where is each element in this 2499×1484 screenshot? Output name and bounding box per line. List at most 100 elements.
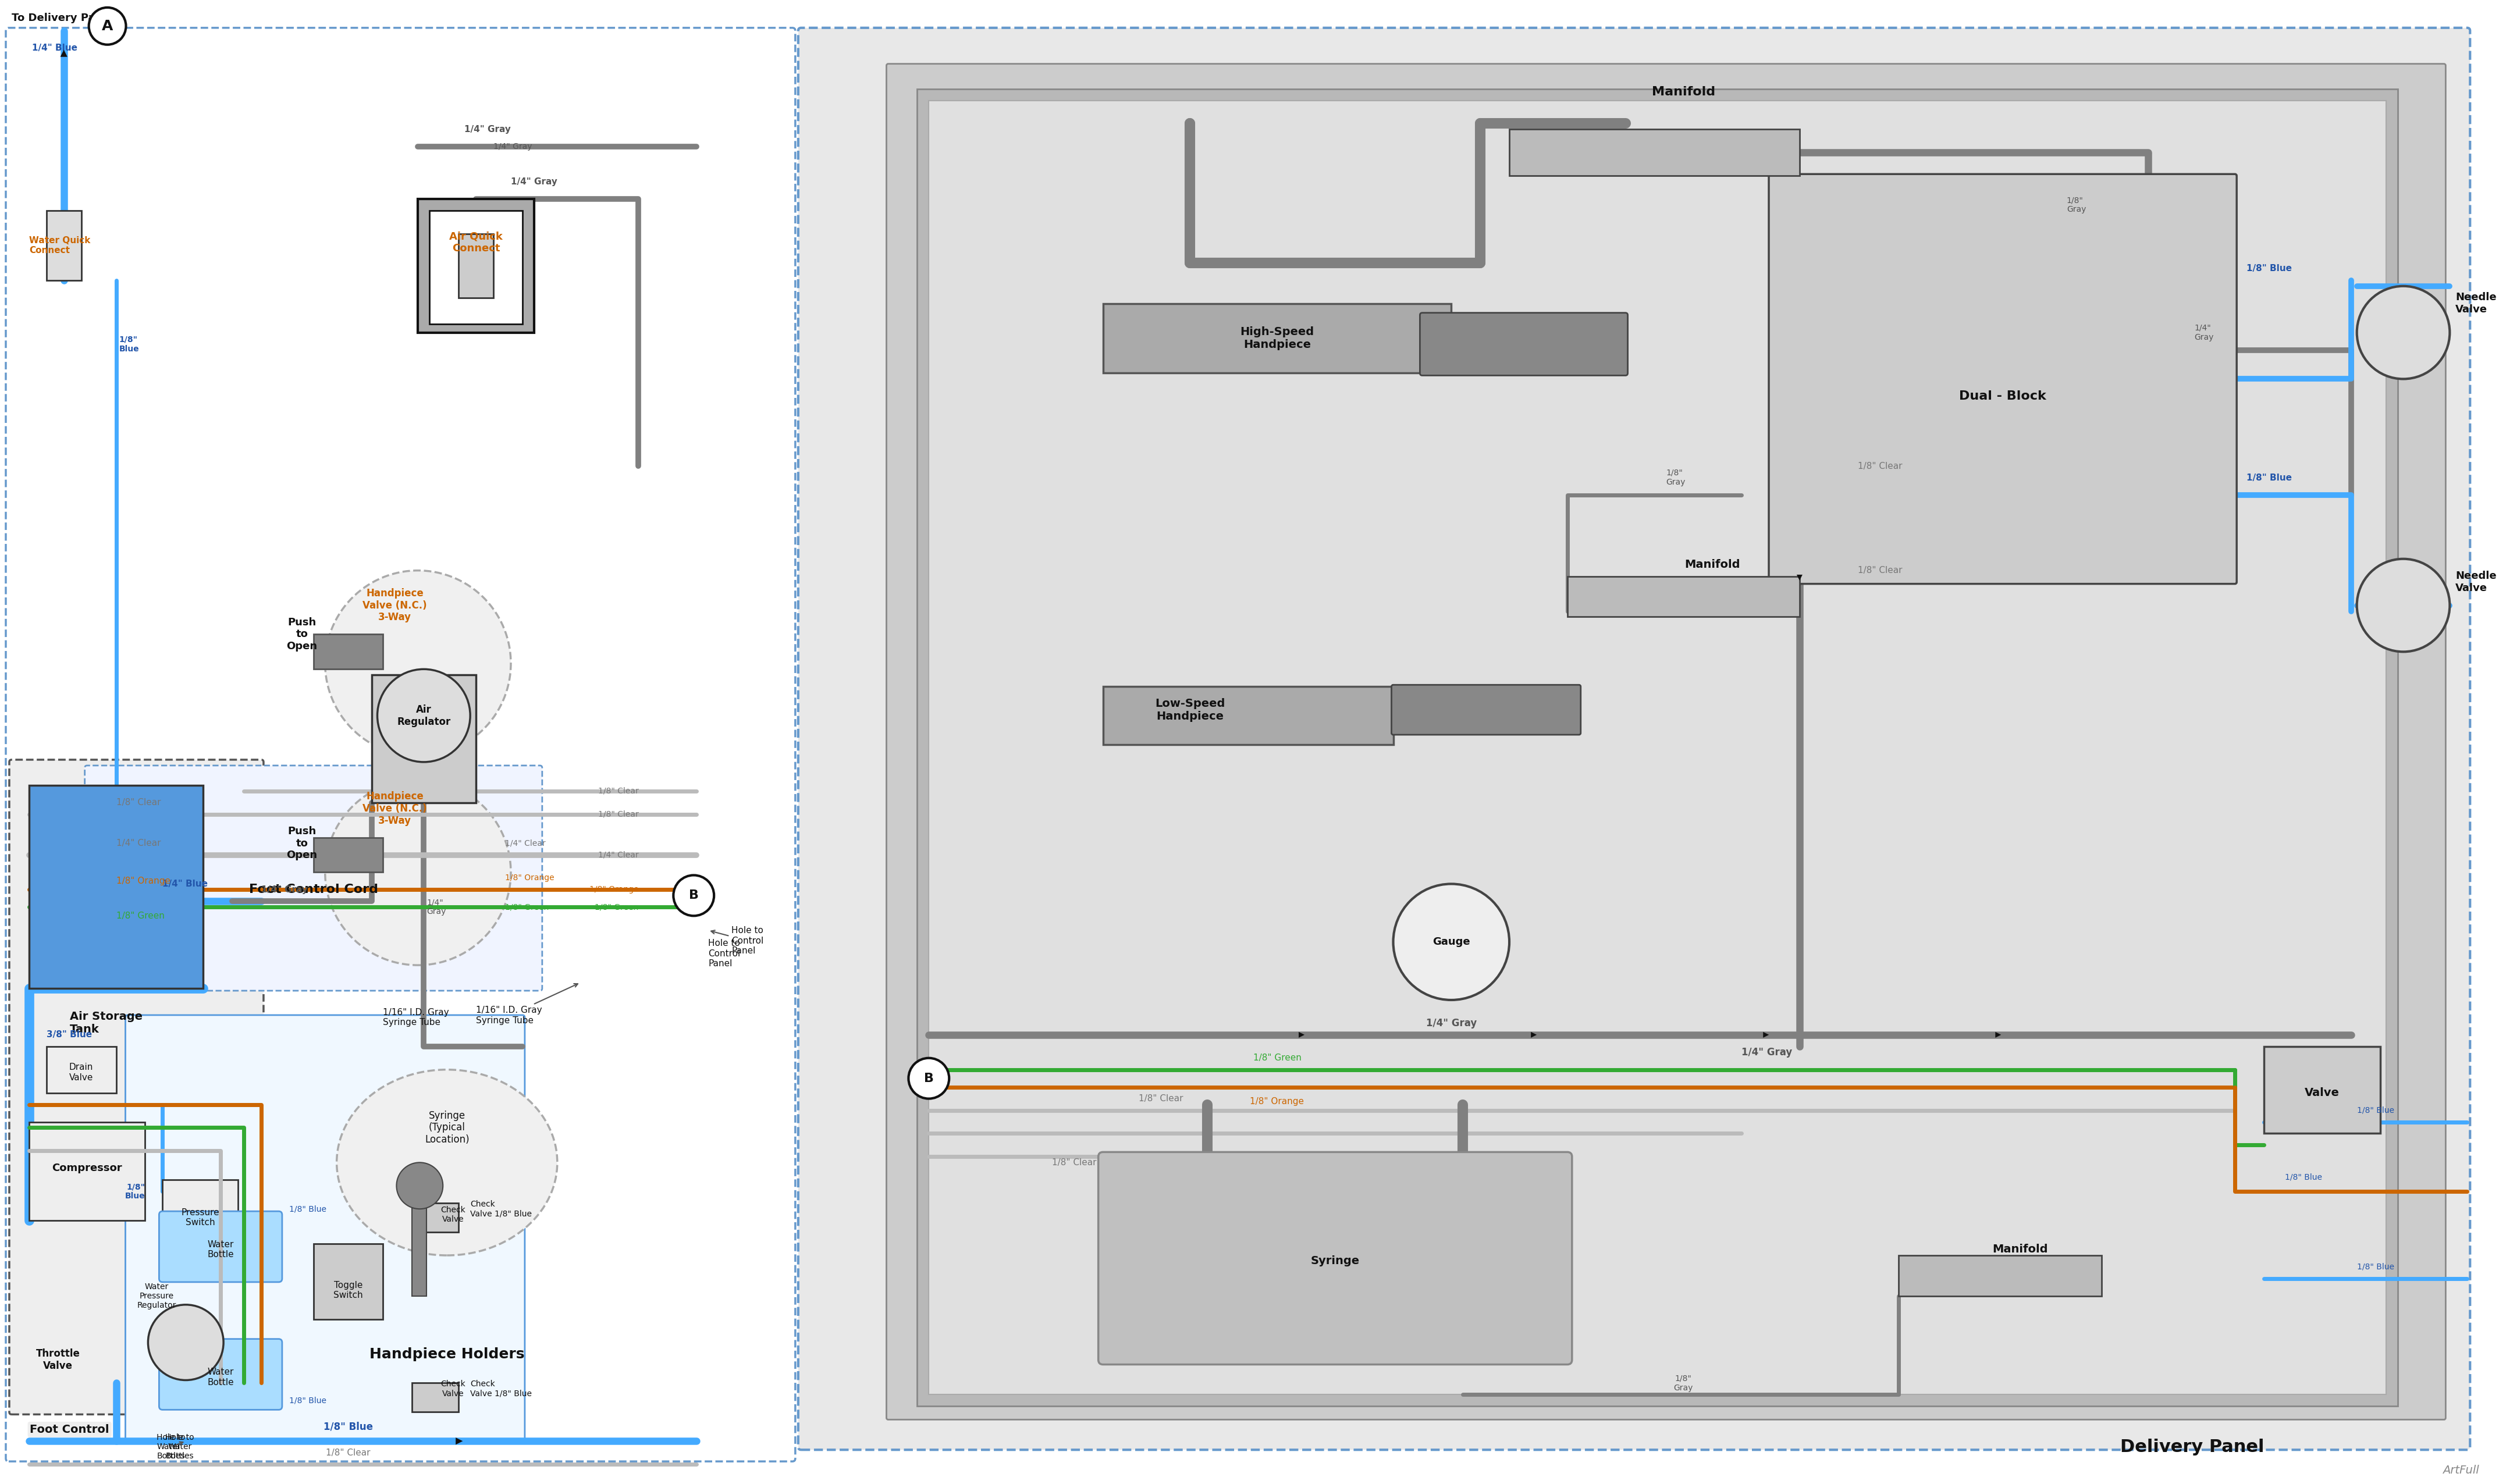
Text: B: B (690, 890, 700, 901)
Text: Check
Valve 1/8" Blue: Check Valve 1/8" Blue (470, 1201, 532, 1218)
Bar (47, 1046, 115, 1092)
Bar (1899, 1255, 2102, 1296)
Text: 1/8" Blue: 1/8" Blue (322, 1422, 372, 1432)
Text: 1/4" Gray: 1/4" Gray (1742, 1048, 1792, 1058)
Text: 1/8"
Gray: 1/8" Gray (1674, 1374, 1694, 1392)
Bar (430, 211, 522, 324)
Text: Hole to
Control
Panel: Hole to Control Panel (712, 926, 765, 956)
Text: 1/4" Clear: 1/4" Clear (505, 840, 545, 847)
Text: 1/8" Clear: 1/8" Clear (1140, 1094, 1182, 1103)
FancyBboxPatch shape (797, 28, 2469, 1450)
Text: Air
Regulator: Air Regulator (397, 705, 450, 727)
Text: 1/8"
Blue: 1/8" Blue (125, 1183, 145, 1201)
Text: Delivery Panel: Delivery Panel (2119, 1438, 2264, 1456)
Text: Manifold: Manifold (1992, 1244, 2049, 1255)
Bar (312, 1244, 382, 1319)
Text: 1/4" Clear: 1/4" Clear (597, 850, 640, 859)
FancyBboxPatch shape (125, 1015, 525, 1444)
Text: 1/4" Blue: 1/4" Blue (162, 880, 207, 889)
FancyBboxPatch shape (887, 64, 2447, 1420)
Text: Water
Bottle: Water Bottle (207, 1368, 235, 1386)
Text: Needle
Valve: Needle Valve (2457, 571, 2497, 594)
Text: 1/8" Green: 1/8" Green (1252, 1054, 1302, 1063)
Text: 1/8" Blue: 1/8" Blue (2357, 1106, 2394, 1114)
Text: 1/8" Clear: 1/8" Clear (1857, 565, 1902, 574)
Text: 1/8" Green: 1/8" Green (115, 911, 165, 920)
Text: 1/8" Clear: 1/8" Clear (1857, 462, 1902, 470)
Text: 1/8" Blue: 1/8" Blue (2247, 264, 2292, 273)
Text: Check
Valve: Check Valve (440, 1380, 465, 1398)
Bar (1102, 304, 1452, 372)
Text: 1/4" Gray: 1/4" Gray (465, 125, 510, 134)
Text: 1/8" Clear: 1/8" Clear (115, 798, 160, 807)
Bar (1509, 129, 1799, 175)
Text: 3/8" Blue: 3/8" Blue (47, 1030, 92, 1039)
Bar (930, 101, 2387, 1395)
Text: Gauge: Gauge (1432, 936, 1469, 947)
Text: Water Quick
Connect: Water Quick Connect (30, 236, 90, 255)
FancyBboxPatch shape (1769, 174, 2237, 583)
Bar (162, 1180, 237, 1238)
FancyBboxPatch shape (1392, 684, 1582, 735)
Text: High-Speed
Handpiece: High-Speed Handpiece (1240, 326, 1314, 350)
Circle shape (672, 876, 715, 916)
Circle shape (147, 1304, 222, 1380)
Text: 1/8" Blue: 1/8" Blue (2357, 1263, 2394, 1270)
Text: 1/16" I.D. Gray
Syringe Tube: 1/16" I.D. Gray Syringe Tube (475, 984, 577, 1025)
Text: 1/8" Clear: 1/8" Clear (597, 810, 640, 818)
Bar (312, 837, 382, 873)
Bar (417, 199, 535, 332)
Text: ArtFull: ArtFull (2442, 1465, 2479, 1475)
Text: Check
Valve: Check Valve (440, 1206, 465, 1223)
FancyBboxPatch shape (1100, 1152, 1572, 1364)
Bar (30, 1122, 145, 1220)
Text: 1/4"
Gray: 1/4" Gray (427, 898, 447, 916)
Text: Hole to
Water
Bottles: Hole to Water Bottles (157, 1434, 185, 1460)
Text: 1/8" Orange: 1/8" Orange (505, 874, 555, 881)
Text: Handpiece Holders: Handpiece Holders (370, 1347, 525, 1361)
FancyBboxPatch shape (5, 28, 795, 1462)
Text: 1/8" Orange: 1/8" Orange (1250, 1097, 1304, 1106)
Text: Water
Pressure
Regulator: Water Pressure Regulator (137, 1282, 177, 1309)
Text: 1/4" Gray: 1/4" Gray (262, 886, 307, 893)
Text: 1/16" I.D. Gray
Syringe Tube: 1/16" I.D. Gray Syringe Tube (382, 1008, 450, 1027)
Bar (460, 234, 492, 298)
Text: 1/8" Orange: 1/8" Orange (115, 877, 170, 886)
Circle shape (910, 1058, 950, 1098)
Text: Compressor: Compressor (52, 1163, 122, 1174)
Text: Manifold: Manifold (1652, 86, 1714, 98)
Circle shape (325, 779, 510, 965)
Text: Syringe
(Typical
Location): Syringe (Typical Location) (425, 1110, 470, 1146)
Circle shape (1394, 884, 1509, 1000)
Bar (47, 211, 82, 280)
Text: Drain
Valve: Drain Valve (70, 1063, 92, 1082)
Bar (312, 634, 382, 669)
Text: Dual - Block: Dual - Block (1959, 390, 2047, 402)
Text: 1/8" Orange: 1/8" Orange (590, 886, 640, 893)
Text: B: B (925, 1073, 935, 1085)
Text: Hole to
Control
Panel: Hole to Control Panel (707, 939, 740, 968)
Text: Push
to
Open: Push to Open (287, 617, 317, 651)
Text: 1/8" Blue: 1/8" Blue (290, 1396, 327, 1404)
Text: Check
Valve 1/8" Blue: Check Valve 1/8" Blue (470, 1380, 532, 1398)
FancyBboxPatch shape (160, 1339, 282, 1410)
Text: Foot Control: Foot Control (30, 1425, 110, 1435)
Bar (917, 89, 2397, 1407)
Bar (412, 1168, 427, 1296)
Text: 1/4" Gray: 1/4" Gray (510, 177, 557, 186)
Text: 1/8" Blue: 1/8" Blue (290, 1205, 327, 1212)
Text: Pressure
Switch: Pressure Switch (182, 1208, 220, 1227)
Bar (2264, 1046, 2379, 1134)
Text: Push
to
Open: Push to Open (287, 827, 317, 861)
Text: Water
Bottle: Water Bottle (207, 1241, 235, 1258)
Text: Toggle
Switch: Toggle Switch (332, 1281, 362, 1300)
FancyBboxPatch shape (160, 1211, 282, 1282)
Text: Syringe: Syringe (1309, 1255, 1359, 1267)
Circle shape (397, 1162, 442, 1209)
Circle shape (2357, 286, 2449, 378)
Text: 1/4" Clear: 1/4" Clear (115, 838, 160, 847)
Text: 1/4" Gray: 1/4" Gray (1427, 1018, 1477, 1028)
Text: 1/8" Clear: 1/8" Clear (325, 1448, 370, 1457)
Text: 1/8"
Gray: 1/8" Gray (2067, 196, 2087, 214)
Text: 1/8" Green: 1/8" Green (595, 904, 640, 911)
